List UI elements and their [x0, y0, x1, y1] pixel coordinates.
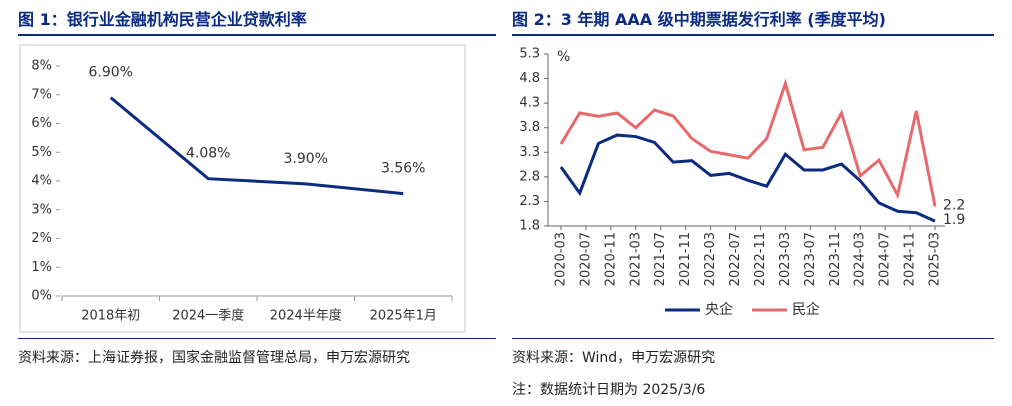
x-tick-label: 2021-07: [653, 232, 668, 286]
y-tick-label: 4.3: [519, 96, 540, 111]
chart-title: 图 1：银行业金融机构民营企业贷款利率: [18, 10, 307, 29]
x-tick-label: 2025-03: [928, 232, 943, 286]
x-tick-label: 2023-03: [778, 232, 793, 286]
chart: 1.8 2.3 2.8 3.3 3.8 4.3 4.8 5.3 % 2020-03 2020-07 2…: [519, 47, 965, 319]
x-tick-label: 2021-11: [678, 232, 693, 286]
x-tick-label: 2024一季度: [172, 308, 244, 324]
y-tick-label: 6%: [31, 116, 52, 131]
data-label: 3.90%: [284, 151, 328, 167]
separator: [18, 338, 496, 339]
data-label: 2.2: [943, 197, 965, 213]
x-tick-label: 2025年1月: [370, 309, 437, 324]
y-tick-label: 8%: [31, 59, 52, 74]
title-rule: [18, 34, 496, 36]
chart-title: 图 2：3 年期 AAA 级中期票据发行利率 (季度平均): [512, 10, 886, 29]
line: [109, 96, 404, 196]
x-tick-label: 2020-11: [603, 232, 618, 286]
x-tick-label: 2020-03: [554, 232, 569, 286]
line: [559, 133, 936, 223]
legend-label: 央企: [705, 301, 733, 318]
y-tick-label: 2.8: [519, 169, 540, 184]
chart: 0% 1% 2% 3% 4% 5% 6% 7% 8% 2018年初 6.90% 2024一季度 4.08…: [19, 44, 466, 333]
data-label: 3.56%: [381, 161, 425, 177]
note: 注：数据统计日期为 2025/3/6: [512, 382, 706, 398]
x-tick-label: 2020-07: [578, 232, 593, 286]
y-tick-label: 5%: [31, 145, 52, 160]
x-tick-label: 2024-07: [878, 232, 893, 286]
x-tick-label: 2018年初: [81, 309, 140, 324]
source: 资料来源：上海证券报，国家金融监督管理总局，申万宏源研究: [18, 350, 410, 366]
x-tick-label: 2024-03: [853, 232, 868, 286]
y-tick-label: 4.8: [519, 71, 540, 86]
x-tick-label: 2023-11: [828, 232, 843, 286]
y-tick-label: 1.8: [519, 219, 540, 234]
x-tick-label: 2022-11: [753, 232, 768, 286]
separator: [512, 338, 994, 339]
y-tick-label: 4%: [31, 174, 52, 189]
y-tick-label: 3.3: [519, 145, 540, 160]
y-tick-label: 1%: [31, 260, 52, 275]
y-axis-label: %: [557, 49, 570, 65]
y-tick-label: 3.8: [519, 120, 540, 135]
x-tick-label: 2022-07: [728, 232, 743, 286]
y-tick-label: 5.3: [519, 47, 540, 62]
data-label: 6.90%: [89, 65, 133, 81]
x-tick-label: 2021-03: [628, 232, 643, 286]
title-rule: [512, 34, 994, 36]
source: 资料来源：Wind，申万宏源研究: [512, 350, 716, 366]
x-tick-label: 2024-11: [903, 232, 918, 286]
y-tick-label: 3%: [31, 202, 52, 217]
y-tick-label: 2.3: [519, 194, 540, 209]
x-tick-label: 2023-07: [803, 232, 818, 286]
line: [559, 78, 937, 207]
y-tick-label: 0%: [31, 289, 52, 304]
x-tick-label: 2022-03: [703, 232, 718, 286]
y-tick-label: 7%: [31, 87, 52, 102]
y-tick-label: 2%: [31, 231, 52, 246]
frame: [19, 44, 466, 333]
legend-label: 民企: [792, 301, 820, 318]
x-tick-label: 2024半年度: [270, 308, 342, 324]
data-label: 4.08%: [186, 146, 230, 162]
data-label: 1.9: [943, 212, 965, 228]
